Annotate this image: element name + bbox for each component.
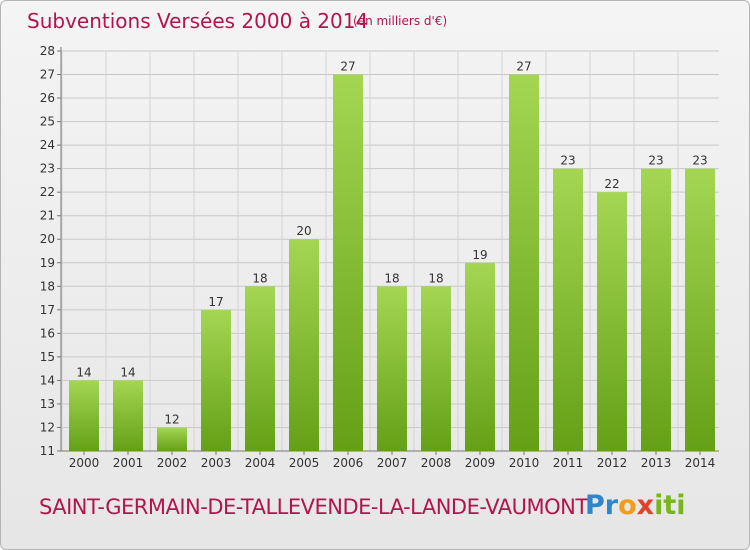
bar-value-label: 17: [208, 295, 223, 309]
bar: [333, 74, 363, 451]
chart-title: Subventions Versées 2000 à 2014: [27, 9, 369, 33]
y-tick-label: 11: [40, 444, 55, 458]
y-tick-label: 18: [40, 279, 55, 293]
bar-value-label: 18: [428, 271, 443, 285]
bar: [113, 380, 143, 451]
y-tick-label: 19: [40, 256, 55, 270]
bar: [201, 309, 231, 451]
bar: [685, 168, 715, 451]
bar: [553, 168, 583, 451]
x-tick-label: 2008: [421, 456, 452, 470]
x-tick-label: 2001: [113, 456, 144, 470]
x-tick-label: 2010: [509, 456, 540, 470]
bar-value-label: 23: [648, 154, 663, 168]
bar-value-label: 23: [560, 154, 575, 168]
bar: [157, 427, 187, 451]
bar-value-label: 20: [296, 224, 311, 238]
commune-name: SAINT-GERMAIN-DE-TALLEVENDE-LA-LANDE-VAU…: [39, 495, 588, 519]
y-tick-label: 17: [40, 303, 55, 317]
bar-value-label: 18: [384, 271, 399, 285]
bar: [509, 74, 539, 451]
chart-unit-note: (en milliers d'€): [353, 14, 448, 28]
y-tick-label: 15: [40, 350, 55, 364]
y-tick-label: 12: [40, 420, 55, 434]
bar-value-label: 27: [516, 60, 531, 74]
bar: [465, 262, 495, 451]
y-tick-label: 27: [40, 68, 55, 82]
bar-value-label: 22: [604, 177, 619, 191]
y-tick-label: 28: [40, 44, 55, 58]
bar: [377, 286, 407, 451]
y-tick-label: 22: [40, 185, 55, 199]
bars: [69, 74, 715, 452]
x-tick-label: 2012: [597, 456, 628, 470]
bar: [69, 380, 99, 451]
y-tick-label: 26: [40, 91, 55, 105]
x-tick-label: 2003: [201, 456, 232, 470]
bar-value-label: 27: [340, 60, 355, 74]
bar: [641, 168, 671, 451]
x-tick-label: 2006: [333, 456, 364, 470]
y-tick-label: 24: [40, 138, 55, 152]
y-tick-label: 23: [40, 162, 55, 176]
y-tick-label: 16: [40, 326, 55, 340]
x-tick-label: 2013: [641, 456, 672, 470]
x-tick-label: 2000: [69, 456, 100, 470]
x-tick-label: 2007: [377, 456, 408, 470]
labels: 14 2000 14 2001 12 2002 17 2003 18 2004 20 2005 27 20…: [69, 60, 716, 470]
y-tick-label: 14: [40, 373, 55, 387]
bar-value-label: 14: [76, 365, 91, 379]
proxiti-logo: Proxiti: [585, 490, 686, 521]
bar: [597, 192, 627, 452]
x-tick-label: 2011: [553, 456, 584, 470]
bar-value-label: 18: [252, 271, 267, 285]
bar: [289, 239, 319, 451]
y-tick-label: 13: [40, 397, 55, 411]
x-tick-label: 2014: [685, 456, 716, 470]
x-tick-label: 2004: [245, 456, 276, 470]
bar-value-label: 23: [692, 154, 707, 168]
y-tick-label: 25: [40, 115, 55, 129]
x-tick-label: 2009: [465, 456, 496, 470]
bar: [245, 286, 275, 451]
bar-value-label: 14: [120, 365, 135, 379]
y-tick-label: 21: [40, 209, 55, 223]
y-tick-label: 20: [40, 232, 55, 246]
x-tick-label: 2002: [157, 456, 188, 470]
bar-value-label: 12: [164, 412, 179, 426]
bar: [421, 286, 451, 451]
x-tick-label: 2005: [289, 456, 320, 470]
bar-value-label: 19: [472, 248, 487, 262]
